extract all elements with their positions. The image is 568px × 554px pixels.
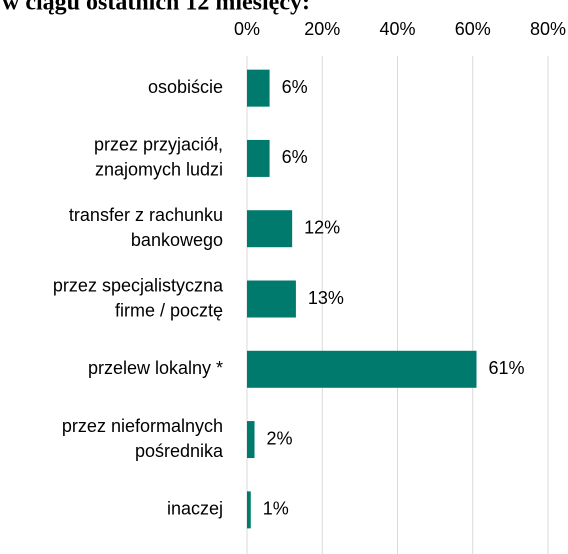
bar [247,491,251,529]
bar [247,350,477,388]
x-tick-label: 60% [455,19,491,39]
data-label: 6% [282,77,308,97]
y-tick-label: osobiście [148,77,223,97]
y-tick-label: bankowego [131,230,223,250]
data-label: 6% [282,147,308,167]
bar [247,69,270,107]
y-tick-label: pośrednika [135,441,224,461]
bar [247,280,296,318]
bar [247,421,255,459]
y-tick-label: firme / pocztę [115,300,223,320]
bar [247,139,270,177]
data-label: 1% [263,499,289,519]
y-tick-label: transfer z rachunku [69,205,223,225]
x-tick-label: 0% [234,19,260,39]
x-tick-label: 20% [304,19,340,39]
data-label: 2% [267,428,293,448]
chart-title: w ciągu ostatnich 12 miesięcy: [2,0,310,16]
y-tick-label: przez przyjaciół, [94,135,223,155]
y-tick-label: przelew lokalny * [88,358,223,378]
bar [247,210,293,248]
y-tick-label: inaczej [167,499,223,519]
y-tick-label: znajomych ludzi [95,160,223,180]
x-tick-label: 80% [530,19,566,39]
data-label: 12% [304,217,340,237]
x-tick-label: 40% [379,19,415,39]
data-label: 13% [308,288,344,308]
y-tick-label: przez nieformalnych [62,416,223,436]
y-tick-label: przez specjalistyczna [53,275,224,295]
data-label: 61% [489,358,525,378]
